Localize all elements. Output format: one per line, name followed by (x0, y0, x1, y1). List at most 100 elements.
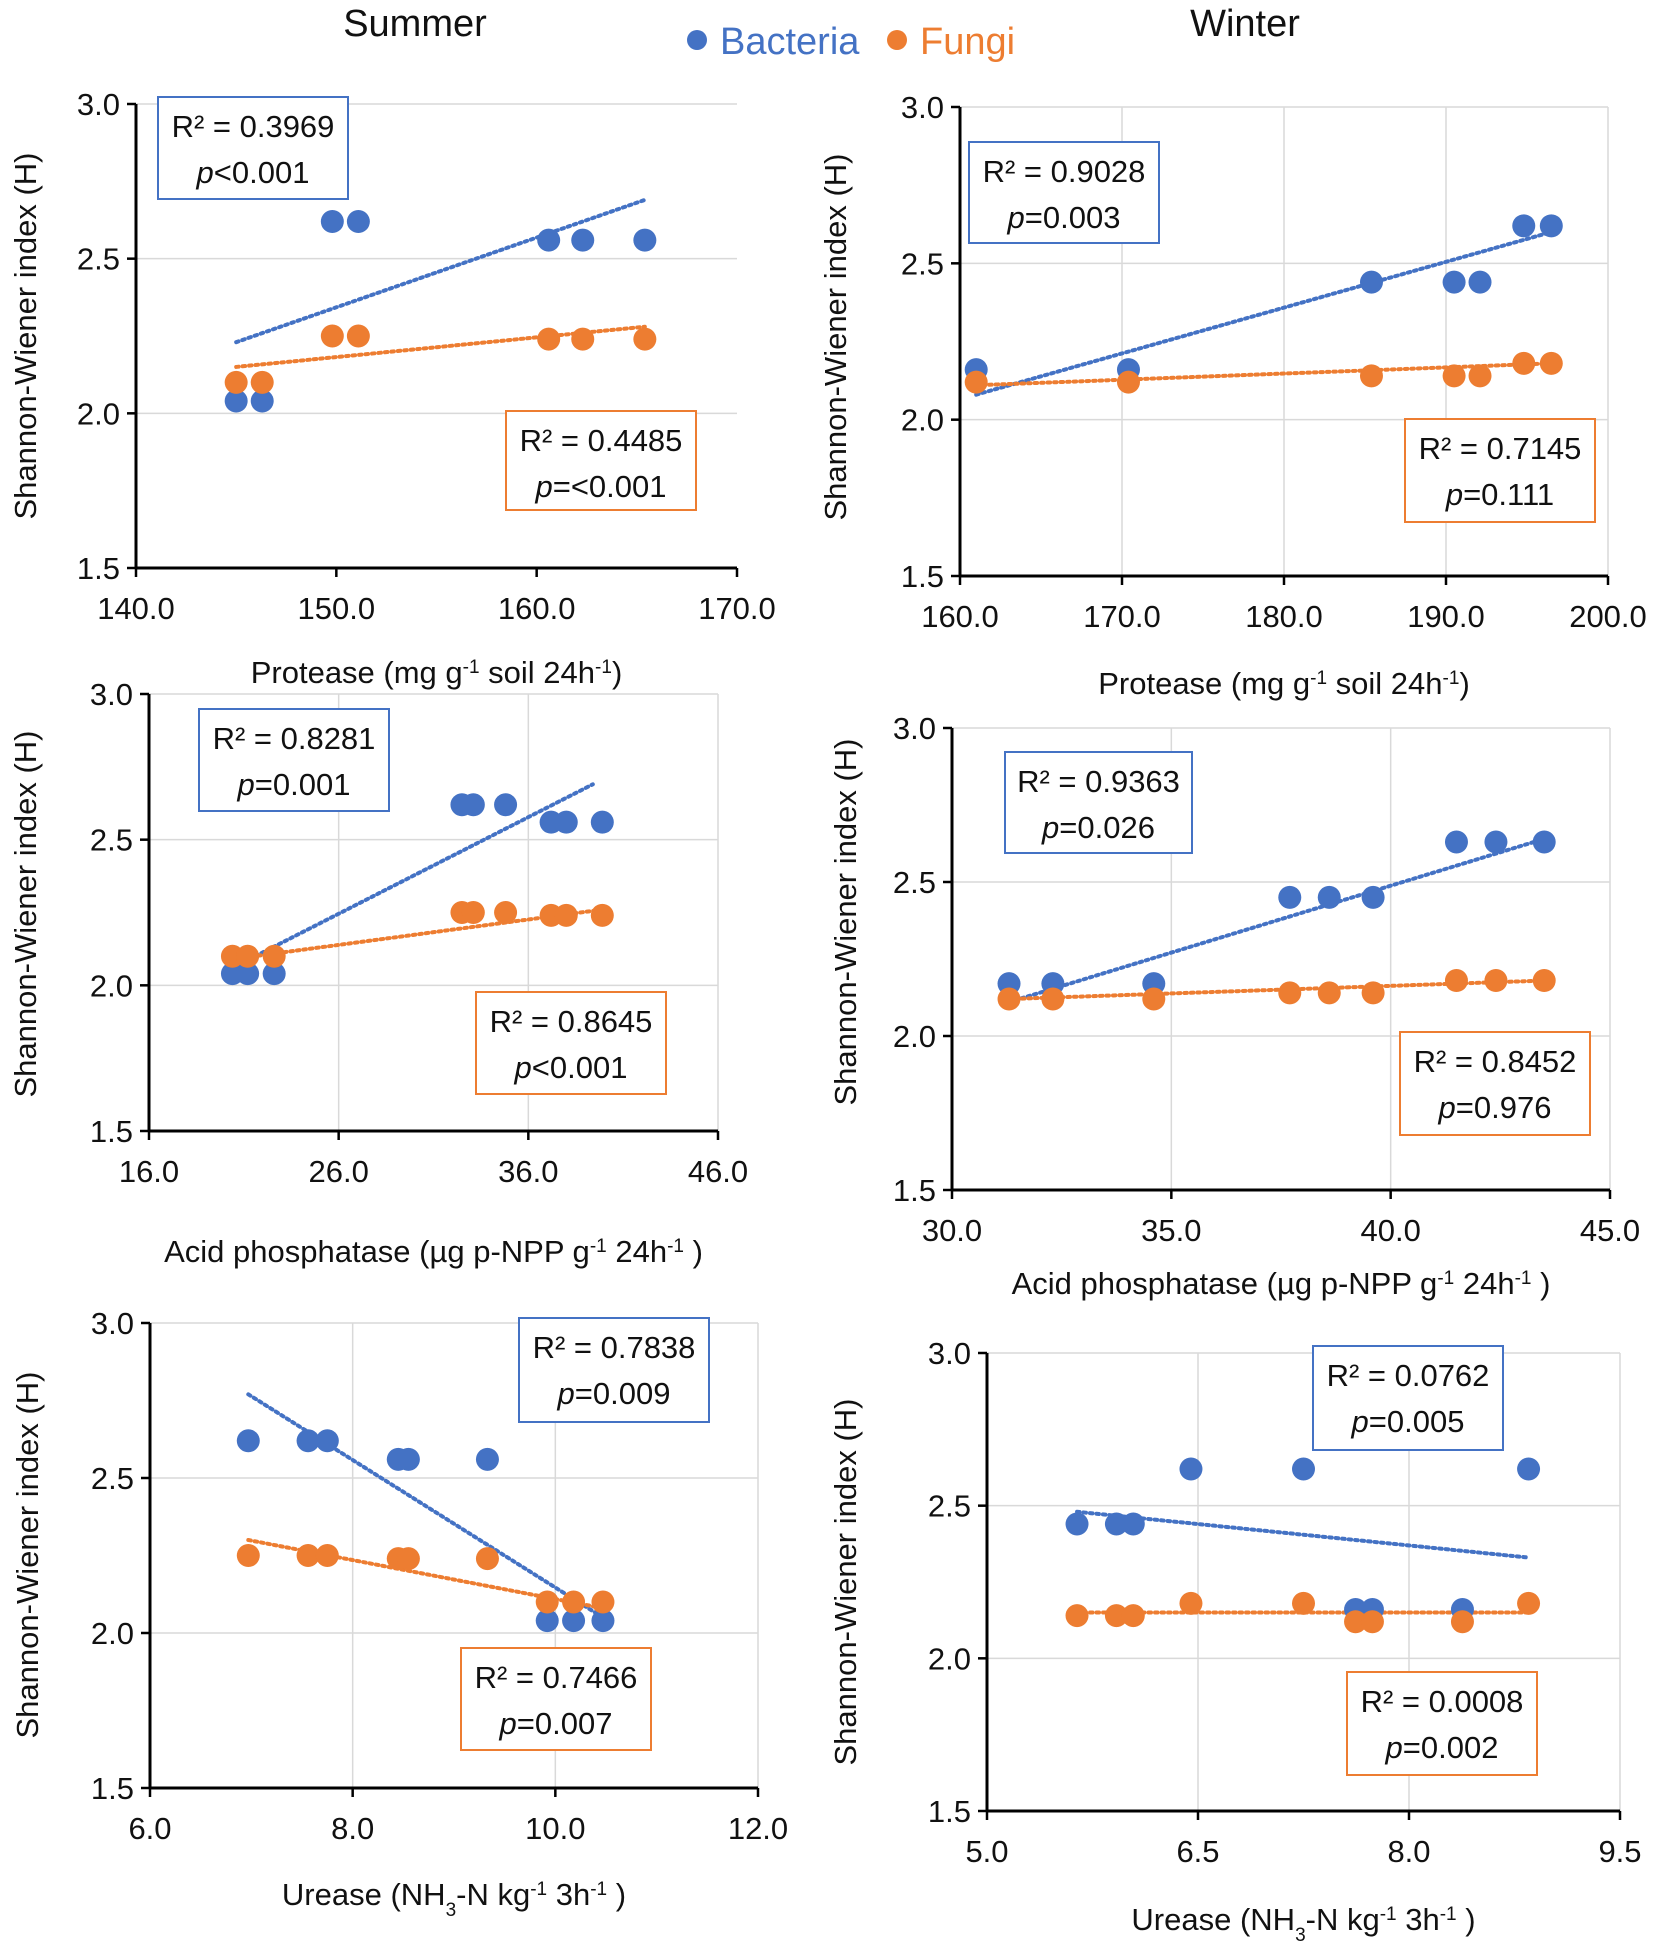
fungi-point (997, 987, 1021, 1011)
bacteria-stats-box: R² = 0.8281 p=0.001 (198, 708, 390, 812)
p-symbol: p (1351, 1404, 1369, 1439)
bacteria-stats-box-frame (1312, 1345, 1504, 1451)
p-value: p=<0.001 (534, 469, 666, 504)
fungi-point (461, 901, 485, 924)
x-tick-label: 12.0 (728, 1811, 788, 1846)
bacteria-point (1539, 214, 1563, 238)
axis-label-part: 3 (446, 1900, 457, 1921)
p-symbol: p (1007, 200, 1025, 235)
axis-label-part: Protease (mg g (251, 655, 463, 690)
p-number: =0.026 (1059, 810, 1155, 845)
y-tick-label: 2.5 (77, 242, 120, 277)
axis-label-part: ) (607, 1877, 626, 1912)
bacteria-point (1104, 1512, 1128, 1536)
y-tick-label: 3.0 (91, 1306, 134, 1341)
bacteria-point (1532, 830, 1556, 854)
fungi-point (236, 1544, 260, 1567)
axis-label-part: ) (684, 1234, 703, 1269)
fungi-point (1450, 1610, 1474, 1634)
x-axis-title: Urease (NH3-N kg-1 3h-1 ) (1131, 1902, 1475, 1946)
x-tick-label: 5.0 (965, 1834, 1008, 1869)
bacteria-stats-box: R² = 0.7838 p=0.009 (518, 1317, 710, 1423)
x-tick-label: 35.0 (1141, 1213, 1201, 1248)
y-tick-label: 3.0 (893, 711, 936, 746)
y-tick-label: 3.0 (77, 87, 120, 122)
x-tick-label: 150.0 (298, 591, 376, 626)
p-value: p=0.002 (1385, 1730, 1499, 1765)
bacteria-point (1468, 270, 1492, 294)
x-tick-label: 46.0 (688, 1154, 748, 1189)
axis-label-part: Urease (NH (282, 1877, 446, 1912)
fungi-point (590, 903, 614, 927)
p-symbol: p (534, 469, 552, 504)
bacteria-point (224, 389, 248, 413)
summer-header: Summer (343, 3, 487, 45)
axis-label-part: soil 24h (480, 655, 595, 690)
x-tick-label: 160.0 (498, 591, 576, 626)
axis-label-part: -1 (590, 1236, 607, 1257)
fungi-point (1442, 364, 1466, 388)
p-number: =0.001 (255, 767, 351, 802)
axis-label-part: Acid phosphatase (µg p-NPP g (1012, 1266, 1438, 1301)
bacteria-point (1359, 270, 1383, 294)
bacteria-point (296, 1429, 320, 1453)
y-axis-title: Shannon-Wiener index (H) (828, 738, 863, 1105)
p-symbol: p (1385, 1730, 1403, 1765)
bacteria-point (1121, 1512, 1145, 1536)
axis-label-part: -1 (1515, 1268, 1532, 1289)
y-tick-label: 2.5 (91, 1461, 134, 1496)
y-tick-label: 2.5 (928, 1489, 971, 1524)
bacteria-stats-box-frame (968, 141, 1160, 244)
y-axis-title: Shannon-Wiener index (H) (8, 152, 43, 519)
fungi-stats-box: R² = 0.4485 p=<0.001 (505, 410, 697, 511)
axis-label-part: ) (1531, 1266, 1550, 1301)
x-axis-title: Acid phosphatase (µg p-NPP g-1 24h-1 ) (164, 1234, 703, 1269)
fungi-stats-box: R² = 0.8452 p=0.976 (1399, 1031, 1591, 1136)
y-tick-label: 2.5 (90, 823, 133, 858)
fungi-stats-box-frame (1346, 1671, 1538, 1776)
bacteria-point (1292, 1457, 1315, 1481)
p-symbol: p (237, 767, 255, 802)
p-value: p=0.976 (1438, 1090, 1552, 1125)
y-tick-label: 3.0 (901, 90, 944, 125)
fungi-point (1539, 351, 1563, 375)
p-symbol: p (1445, 477, 1463, 512)
x-tick-label: 30.0 (922, 1213, 982, 1248)
x-tick-label: 36.0 (498, 1154, 558, 1189)
bacteria-point (562, 1609, 586, 1633)
p-value: p<0.001 (514, 1050, 628, 1085)
fungi-point (396, 1547, 420, 1571)
fungi-point (1292, 1591, 1315, 1615)
bacteria-point (236, 1429, 260, 1453)
y-axis-title: Shannon-Wiener index (H) (8, 730, 43, 1097)
x-tick-label: 190.0 (1407, 599, 1485, 634)
axis-label-part: -1 (1443, 668, 1460, 689)
bacteria-stats-box-frame (198, 708, 390, 812)
panel-4-winter: 1.5 2.0 2.5 3.0 30.0 35.0 40.0 45.0 Shannon-Wien… (828, 711, 1640, 1301)
x-tick-label: 6.5 (1176, 1834, 1219, 1869)
panel-1-summer: 1.5 2.0 2.5 3.0 140.0 150.0 160.0 170.0 Shannon-… (8, 87, 776, 690)
p-value: p=0.007 (499, 1706, 613, 1741)
axis-label-part: -1 (1310, 668, 1327, 689)
bacteria-point (262, 962, 286, 986)
y-tick-label: 3.0 (928, 1336, 971, 1371)
bacteria-point (236, 962, 260, 986)
bacteria-point (315, 1429, 339, 1453)
bacteria-point (554, 810, 578, 834)
p-value: p=0.009 (557, 1376, 671, 1411)
bacteria-point (1361, 885, 1385, 909)
fungi-point (346, 324, 370, 348)
r2-value: R² = 0.7466 (475, 1660, 638, 1695)
x-tick-label: 8.0 (331, 1811, 374, 1846)
y-tick-label: 1.5 (901, 559, 944, 594)
p-value: p=0.026 (1041, 810, 1155, 845)
p-symbol: p (514, 1050, 532, 1085)
axis-label-part: 24h (1454, 1266, 1514, 1301)
y-tick-label: 1.5 (77, 551, 120, 586)
y-axis-title: Shannon-Wiener index (H) (828, 1398, 863, 1765)
p-value: p=0.005 (1351, 1404, 1465, 1439)
bacteria-point (535, 1609, 559, 1633)
bacteria-trendline (246, 1392, 605, 1620)
fungi-point (1360, 1610, 1384, 1634)
